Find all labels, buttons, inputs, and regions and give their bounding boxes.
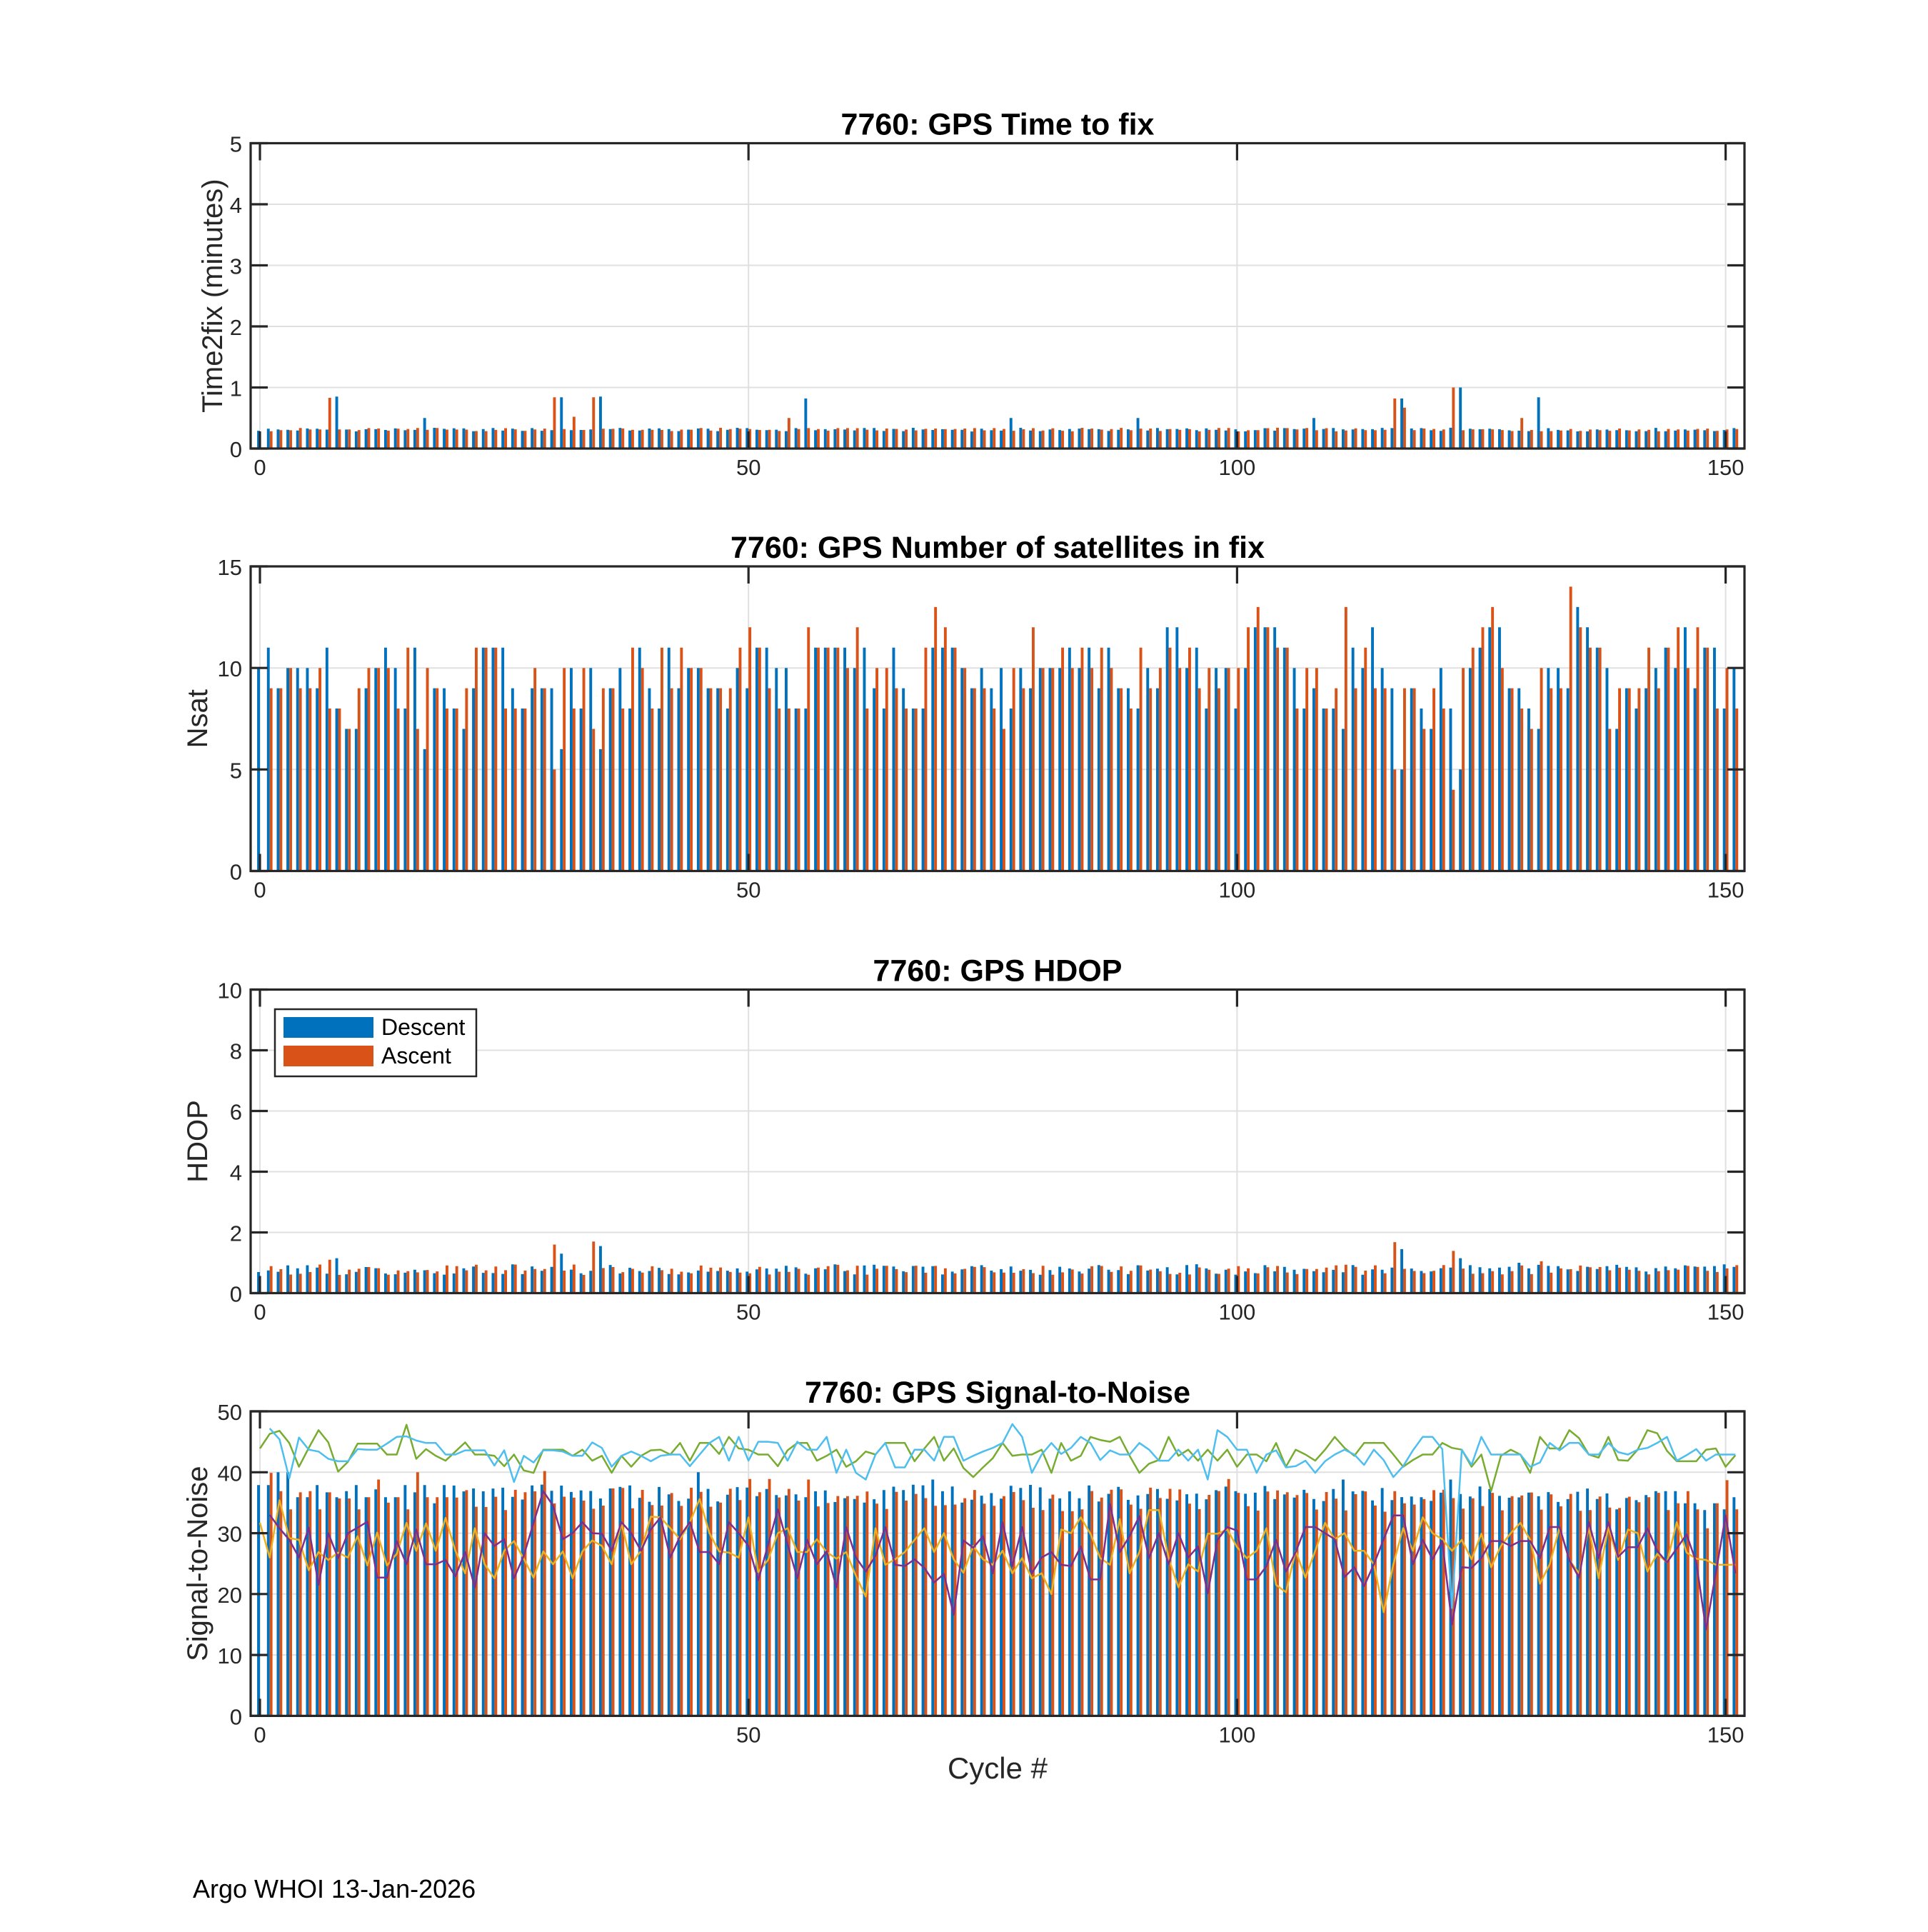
svg-text:50: 50 bbox=[736, 455, 760, 480]
svg-text:15: 15 bbox=[218, 555, 242, 580]
svg-text:150: 150 bbox=[1707, 1300, 1744, 1325]
svg-text:7760: GPS Signal-to-Noise: 7760: GPS Signal-to-Noise bbox=[805, 1376, 1190, 1410]
svg-text:150: 150 bbox=[1707, 878, 1744, 903]
svg-text:0: 0 bbox=[230, 1282, 242, 1307]
svg-text:20: 20 bbox=[218, 1583, 242, 1608]
svg-text:0: 0 bbox=[230, 1704, 242, 1729]
svg-text:8: 8 bbox=[230, 1039, 242, 1064]
svg-text:6: 6 bbox=[230, 1100, 242, 1125]
svg-text:4: 4 bbox=[230, 193, 242, 218]
svg-text:0: 0 bbox=[253, 455, 266, 480]
svg-text:100: 100 bbox=[1219, 1722, 1256, 1747]
svg-text:50: 50 bbox=[736, 1722, 760, 1747]
svg-text:0: 0 bbox=[230, 437, 242, 462]
svg-text:10: 10 bbox=[218, 1643, 242, 1668]
svg-text:100: 100 bbox=[1219, 878, 1256, 903]
svg-text:Time2fix (minutes): Time2fix (minutes) bbox=[197, 179, 229, 412]
svg-text:50: 50 bbox=[736, 1300, 760, 1325]
svg-text:Ascent: Ascent bbox=[381, 1043, 451, 1068]
svg-text:2: 2 bbox=[230, 1221, 242, 1246]
svg-text:150: 150 bbox=[1707, 1722, 1744, 1747]
svg-text:100: 100 bbox=[1219, 455, 1256, 480]
svg-text:30: 30 bbox=[218, 1522, 242, 1547]
svg-text:7760: GPS HDOP: 7760: GPS HDOP bbox=[873, 954, 1123, 988]
svg-text:10: 10 bbox=[218, 978, 242, 1003]
svg-text:5: 5 bbox=[230, 132, 242, 157]
svg-text:50: 50 bbox=[218, 1400, 242, 1425]
svg-text:Descent: Descent bbox=[381, 1014, 466, 1040]
svg-text:Signal-to-Noise: Signal-to-Noise bbox=[182, 1466, 214, 1661]
svg-text:HDOP: HDOP bbox=[182, 1100, 214, 1183]
svg-text:Nsat: Nsat bbox=[182, 689, 214, 748]
svg-text:4: 4 bbox=[230, 1161, 242, 1186]
svg-text:100: 100 bbox=[1219, 1300, 1256, 1325]
svg-text:40: 40 bbox=[218, 1461, 242, 1486]
svg-text:Argo WHOI 13-Jan-2026: Argo WHOI 13-Jan-2026 bbox=[193, 1874, 476, 1903]
svg-text:Cycle #: Cycle # bbox=[948, 1751, 1048, 1785]
svg-text:1: 1 bbox=[230, 376, 242, 401]
svg-text:0: 0 bbox=[253, 1300, 266, 1325]
svg-text:7760: GPS Number of satellites: 7760: GPS Number of satellites in fix bbox=[730, 531, 1265, 565]
svg-text:5: 5 bbox=[230, 758, 242, 783]
svg-text:2: 2 bbox=[230, 315, 242, 340]
svg-text:0: 0 bbox=[253, 1722, 266, 1747]
svg-text:50: 50 bbox=[736, 878, 760, 903]
svg-text:7760: GPS Time to fix: 7760: GPS Time to fix bbox=[841, 108, 1155, 142]
svg-text:150: 150 bbox=[1707, 455, 1744, 480]
svg-text:0: 0 bbox=[230, 860, 242, 885]
svg-text:3: 3 bbox=[230, 254, 242, 279]
svg-text:10: 10 bbox=[218, 656, 242, 681]
svg-text:0: 0 bbox=[253, 878, 266, 903]
